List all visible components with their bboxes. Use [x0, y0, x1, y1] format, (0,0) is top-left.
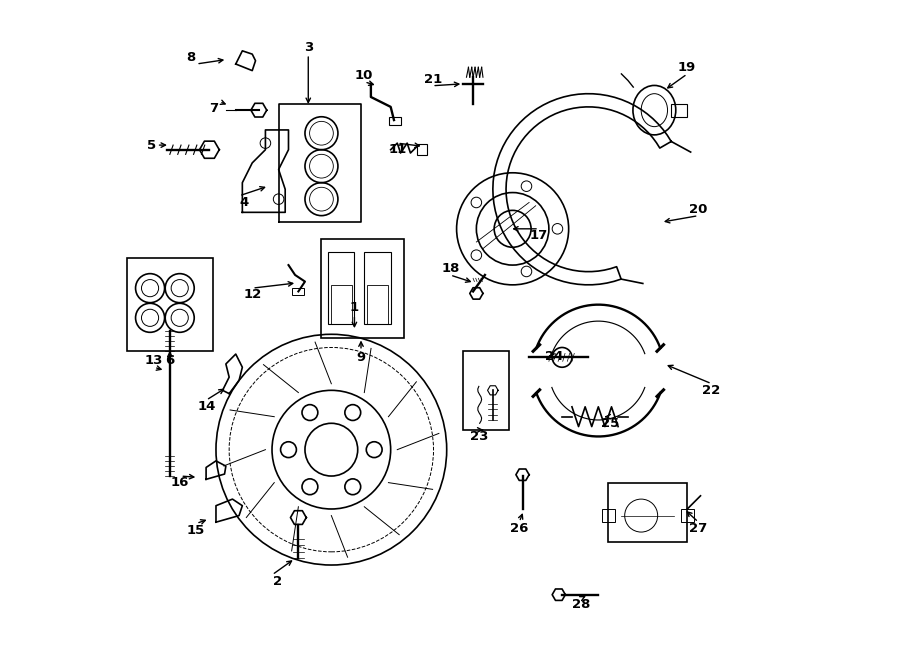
Text: 22: 22: [702, 384, 720, 397]
Text: 14: 14: [198, 401, 216, 413]
Bar: [608, 483, 688, 542]
Text: 26: 26: [510, 522, 528, 536]
Text: 23: 23: [471, 430, 489, 443]
Text: 17: 17: [529, 229, 547, 242]
Bar: [670, 103, 688, 117]
Bar: [417, 144, 427, 155]
Bar: [364, 252, 391, 324]
Text: 7: 7: [210, 102, 219, 115]
Bar: [601, 509, 615, 522]
Bar: [367, 285, 388, 324]
Bar: [127, 258, 212, 351]
Text: 20: 20: [688, 203, 707, 216]
Bar: [464, 351, 509, 430]
Bar: [328, 252, 355, 324]
Text: 28: 28: [572, 598, 590, 611]
Text: 15: 15: [186, 524, 204, 537]
Text: 16: 16: [170, 476, 189, 489]
Text: 24: 24: [545, 350, 563, 363]
Bar: [680, 509, 694, 522]
Text: 18: 18: [442, 262, 460, 275]
Text: 19: 19: [678, 61, 696, 73]
Bar: [330, 285, 352, 324]
Text: 6: 6: [166, 354, 175, 367]
Bar: [321, 239, 404, 338]
Text: 4: 4: [239, 196, 249, 209]
Text: 5: 5: [147, 138, 156, 152]
Text: 21: 21: [424, 73, 442, 85]
Text: 2: 2: [273, 575, 282, 588]
Text: 8: 8: [186, 51, 195, 64]
Text: 1: 1: [350, 301, 359, 314]
Text: 9: 9: [356, 351, 365, 364]
Text: 25: 25: [600, 417, 619, 430]
Text: 10: 10: [355, 69, 373, 81]
Text: 13: 13: [144, 354, 163, 367]
Text: 27: 27: [688, 522, 706, 536]
Bar: [292, 288, 303, 295]
Text: 11: 11: [389, 143, 407, 156]
Text: 3: 3: [303, 41, 313, 54]
Text: 12: 12: [244, 288, 262, 301]
Bar: [390, 117, 401, 125]
